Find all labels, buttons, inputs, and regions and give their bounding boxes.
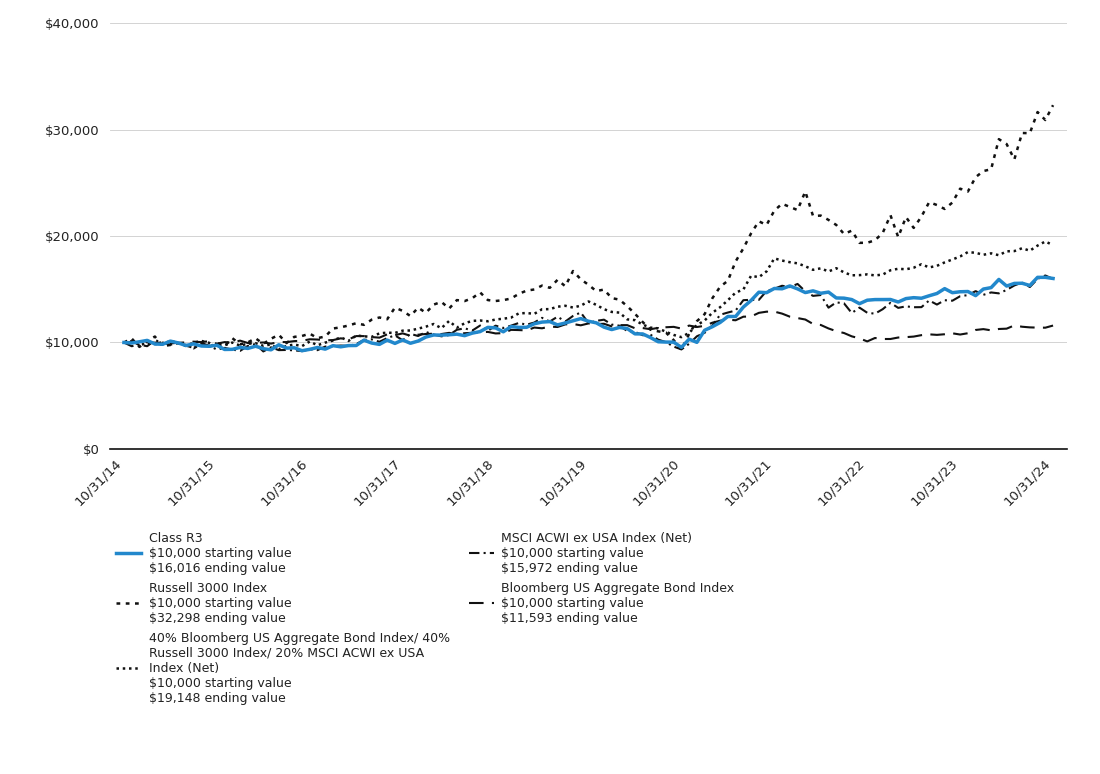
Legend: Class R3
$10,000 starting value
$16,016 ending value, Russell 3000 Index
$10,000: Class R3 $10,000 starting value $16,016 … [117, 532, 735, 704]
